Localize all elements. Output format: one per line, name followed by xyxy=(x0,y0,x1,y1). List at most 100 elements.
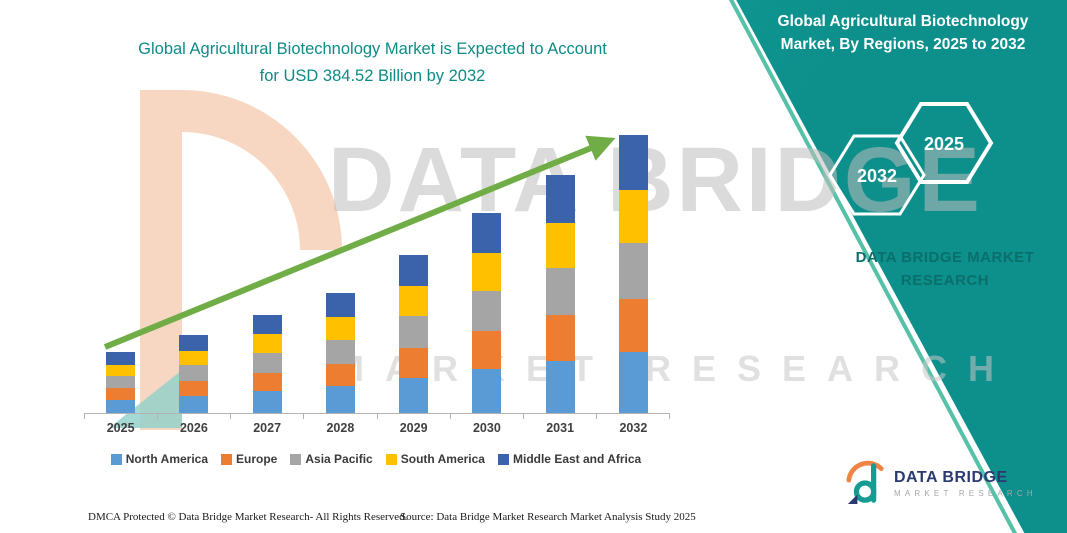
x-label-2025: 2025 xyxy=(106,421,135,435)
dbmr-logo: DATA BRIDGE MARKET RESEARCH xyxy=(845,458,1037,508)
segment-europe-2026 xyxy=(179,381,209,396)
segment-asia-pacific-2028 xyxy=(325,339,355,364)
source-notice: Source: Data Bridge Market Research Mark… xyxy=(400,511,696,523)
bar-stack-2027 xyxy=(252,314,282,413)
x-label-2026: 2026 xyxy=(179,421,208,435)
segment-asia-pacific-2029 xyxy=(399,316,429,348)
segment-north-america-2027 xyxy=(252,391,282,413)
dbmr-logo-subtitle: MARKET RESEARCH xyxy=(894,488,1037,498)
segment-north-america-2032 xyxy=(618,351,648,413)
segment-north-america-2030 xyxy=(472,368,502,413)
bar-stack-2028 xyxy=(325,292,355,413)
segment-middle-east-and-africa-2028 xyxy=(325,292,355,317)
hexagon-back-label: 2032 xyxy=(857,166,897,186)
legend-item-middle-east-and-africa: Middle East and Africa xyxy=(497,452,642,466)
legend-label-europe: Europe xyxy=(236,452,278,466)
segment-europe-2029 xyxy=(399,347,429,379)
segment-south-america-2029 xyxy=(399,285,429,317)
segment-north-america-2029 xyxy=(399,378,429,413)
segment-middle-east-and-africa-2025 xyxy=(106,352,136,365)
x-label-2031: 2031 xyxy=(546,421,575,435)
hexagon-badges: 2032 2025 xyxy=(828,102,994,216)
segment-europe-2030 xyxy=(472,330,502,369)
segment-europe-2025 xyxy=(106,388,136,400)
segment-middle-east-and-africa-2027 xyxy=(252,314,282,335)
bars xyxy=(84,128,670,413)
bar-2032 xyxy=(597,128,670,413)
segment-south-america-2025 xyxy=(106,364,136,377)
chart-title: Global Agricultural Biotechnology Market… xyxy=(60,36,685,90)
segment-asia-pacific-2031 xyxy=(545,267,575,316)
legend-item-asia-pacific: Asia Pacific xyxy=(290,452,373,466)
x-label-2032: 2032 xyxy=(619,421,648,435)
dbmr-logo-title: DATA BRIDGE xyxy=(894,468,1008,486)
axis-tick xyxy=(449,414,451,419)
bar-2030 xyxy=(450,128,523,413)
x-axis-labels: 2025 2026 2027 2028 2029 2030 2031 2032 xyxy=(84,421,670,435)
legend-label-asia-pacific: Asia Pacific xyxy=(305,452,373,466)
segment-south-america-2027 xyxy=(252,334,282,354)
dmca-notice: DMCA Protected © Data Bridge Market Rese… xyxy=(88,511,408,523)
legend-swatch-europe xyxy=(221,453,233,465)
bar-2026 xyxy=(157,128,230,413)
segment-south-america-2028 xyxy=(325,316,355,340)
segment-europe-2032 xyxy=(618,298,648,352)
bar-stack-2025 xyxy=(106,352,136,413)
axis-tick xyxy=(84,414,85,419)
bar-2025 xyxy=(84,128,157,413)
legend-label-south-america: South America xyxy=(400,452,485,466)
chart-title-line2: for USD 384.52 Billion by 2032 xyxy=(259,67,486,86)
bar-stack-2031 xyxy=(545,175,575,413)
segment-asia-pacific-2026 xyxy=(179,365,209,382)
legend-item-north-america: North America xyxy=(110,452,209,466)
segment-middle-east-and-africa-2031 xyxy=(545,175,575,223)
segment-middle-east-and-africa-2030 xyxy=(472,212,502,253)
legend-label-north-america: North America xyxy=(125,452,209,466)
axis-tick xyxy=(157,414,159,419)
x-label-2028: 2028 xyxy=(326,421,355,435)
ribbon-title: Global Agricultural Biotechnology Market… xyxy=(777,13,1029,54)
segment-north-america-2025 xyxy=(106,400,136,413)
segment-europe-2027 xyxy=(252,372,282,392)
axis-tick xyxy=(303,414,305,419)
chart-plot-area xyxy=(84,128,670,414)
dbmr-logo-icon xyxy=(846,460,884,504)
x-label-2027: 2027 xyxy=(253,421,282,435)
bar-stack-2029 xyxy=(399,254,429,413)
x-label-2029: 2029 xyxy=(399,421,428,435)
segment-asia-pacific-2030 xyxy=(472,290,502,331)
axis-tick xyxy=(522,414,524,419)
legend-swatch-asia-pacific xyxy=(290,453,302,465)
axis-tick xyxy=(595,414,597,419)
segment-europe-2031 xyxy=(545,315,575,361)
segment-asia-pacific-2025 xyxy=(106,376,136,389)
chart-legend: North America Europe Asia Pacific South Ame… xyxy=(70,452,682,466)
segment-south-america-2032 xyxy=(618,190,648,244)
segment-middle-east-and-africa-2029 xyxy=(399,254,429,286)
bar-2027 xyxy=(231,128,304,413)
legend-swatch-south-america xyxy=(385,453,397,465)
bar-2031 xyxy=(524,128,597,413)
x-label-2030: 2030 xyxy=(472,421,501,435)
legend-item-europe: Europe xyxy=(221,452,277,466)
chart-title-line1: Global Agricultural Biotechnology Market… xyxy=(138,40,607,58)
segment-middle-east-and-africa-2032 xyxy=(618,134,648,191)
segment-south-america-2031 xyxy=(545,222,575,268)
legend-item-south-america: South America xyxy=(385,452,485,466)
segment-asia-pacific-2027 xyxy=(252,353,282,373)
bar-2028 xyxy=(304,128,377,413)
legend-label-middle-east-and-africa: Middle East and Africa xyxy=(512,452,642,466)
dbmr-logo-text: DATA BRIDGE MARKET RESEARCH xyxy=(894,469,1037,498)
ribbon-brand-text: DATA BRIDGE MARKET RESEARCH xyxy=(855,249,1035,290)
legend-swatch-middle-east-and-africa xyxy=(497,453,509,465)
bar-stack-2030 xyxy=(472,212,502,413)
axis-tick xyxy=(669,414,670,419)
segment-middle-east-and-africa-2026 xyxy=(179,334,209,351)
bar-2029 xyxy=(377,128,450,413)
segment-south-america-2030 xyxy=(472,252,502,291)
segment-north-america-2031 xyxy=(545,360,575,413)
segment-south-america-2026 xyxy=(179,350,209,366)
segment-north-america-2026 xyxy=(179,395,209,413)
hexagon-front-label: 2025 xyxy=(924,134,964,154)
